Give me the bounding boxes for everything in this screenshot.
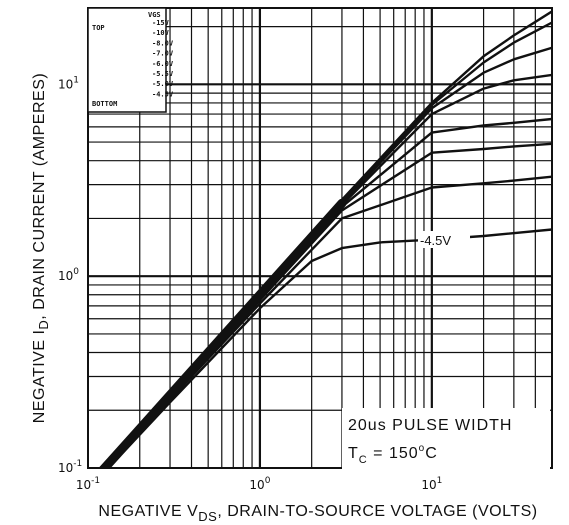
y-tick-label: 100 (58, 267, 79, 283)
temp-value: = 150 (368, 445, 419, 462)
x-axis-label-sub: DS (198, 509, 217, 524)
x-tick-label: 100 (249, 476, 270, 492)
x-tick-label: 101 (421, 476, 442, 492)
pulse-width-note: 20us PULSE WIDTH (348, 417, 512, 434)
temp-sub: C (359, 454, 368, 466)
x-axis-label: NEGATIVE VDS, DRAIN-TO-SOURCE VOLTAGE (V… (98, 503, 537, 524)
temp-unit: C (425, 445, 438, 462)
y-tick-label: 10-1 (58, 459, 82, 475)
temp-degree: o (419, 443, 426, 454)
temp-prefix: T (348, 445, 359, 462)
legend-entry: -4.5V (152, 90, 174, 98)
legend-entry: -8.0V (152, 39, 174, 47)
legend-entry: -10V (152, 29, 170, 37)
y-tick-base: 10 (58, 269, 73, 283)
y-tick-base: 10 (58, 461, 73, 475)
legend-entry: -5.5V (152, 70, 174, 78)
curves (98, 10, 552, 468)
curve-label: -4.5V (420, 233, 451, 248)
y-axis-label: NEGATIVE ID, DRAIN CURRENT (AMPERES) (31, 73, 51, 423)
temperature-note: TC = 150oC (348, 443, 438, 466)
plot-frame (87, 7, 553, 469)
legend-entry: -6.0V (152, 60, 174, 68)
legend-bottom-label: BOTTOM (92, 100, 117, 108)
legend: VGS TOP BOTTOM -15V -10V -8.0V -7.0V -6.0V -5… (87, 7, 174, 113)
x-tick-exp: 0 (265, 476, 271, 486)
curve-label-group: -4.5V (418, 231, 470, 248)
legend-entries: -15V -10V -8.0V -7.0V -6.0V -5.5V -5.0V -4.5V (152, 19, 174, 98)
y-axis-label-text: NEGATIVE I (31, 330, 48, 424)
ohmic-region-band (98, 198, 347, 468)
annotation-box (342, 408, 550, 470)
x-tick-exp: 1 (437, 476, 443, 486)
y-tick-base: 10 (58, 77, 73, 91)
y-tick-exp: 1 (73, 75, 79, 85)
y-axis-label-sub: D (36, 320, 51, 330)
x-tick-base: 10 (421, 478, 436, 492)
legend-box (87, 7, 167, 113)
legend-header: VGS (148, 11, 161, 19)
y-tick-exp: 0 (73, 267, 79, 277)
x-tick-label: 10-1 (76, 476, 100, 492)
x-tick-base: 10 (249, 478, 264, 492)
y-tick-label: 101 (58, 75, 79, 91)
annotation: 20us PULSE WIDTH TC = 150oC (342, 408, 550, 470)
y-axis-label-rest: , DRAIN CURRENT (AMPERES) (31, 73, 48, 320)
legend-entry: -5.0V (152, 80, 174, 88)
x-axis-label-text: NEGATIVE V (98, 503, 198, 520)
x-tick-base: 10 (76, 478, 91, 492)
y-tick-exp: -1 (73, 459, 82, 469)
x-tick-exp: -1 (91, 476, 100, 486)
curve-label-bg (418, 231, 470, 248)
legend-entry: -15V (152, 19, 170, 27)
x-axis-label-rest: , DRAIN-TO-SOURCE VOLTAGE (VOLTS) (217, 503, 537, 520)
legend-entry: -7.0V (152, 50, 174, 58)
legend-top-label: TOP (92, 24, 105, 32)
